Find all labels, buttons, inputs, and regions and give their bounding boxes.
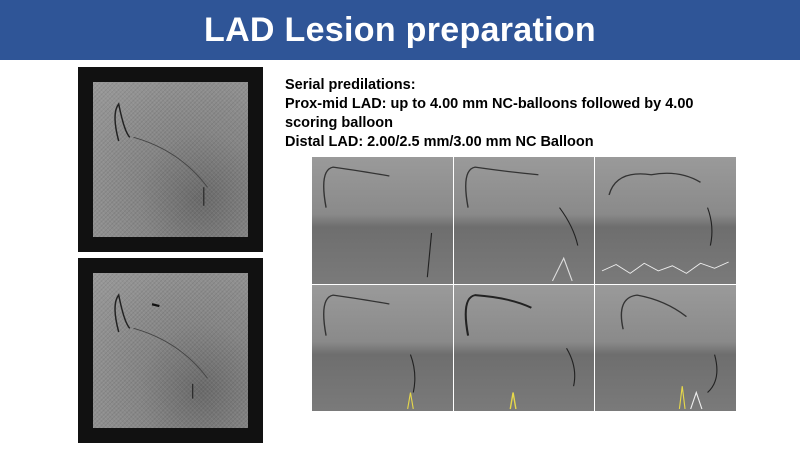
- angiogram-grid: [312, 157, 736, 411]
- angiogram-frame: [595, 284, 736, 411]
- angiogram-frame: [312, 157, 453, 284]
- text-line: Prox-mid LAD: up to 4.00 mm NC-balloons …: [285, 96, 694, 112]
- text-line: scoring balloon: [285, 115, 393, 131]
- text-line: Serial predilations:: [285, 77, 416, 93]
- angiogram-image-top: [78, 67, 263, 252]
- angiogram-frame: [453, 284, 595, 411]
- text-line: Distal LAD: 2.00/2.5 mm/3.00 mm NC Ballo…: [285, 134, 594, 150]
- angiogram-frame: [453, 157, 595, 284]
- angiogram-frame: [595, 157, 736, 284]
- title-bar: LAD Lesion preparation: [0, 0, 800, 60]
- angiogram-image-bottom: [78, 258, 263, 443]
- angiogram-frame: [312, 284, 453, 411]
- slide-body-text: Serial predilations: Prox-mid LAD: up to…: [285, 76, 693, 152]
- slide-title: LAD Lesion preparation: [204, 10, 596, 49]
